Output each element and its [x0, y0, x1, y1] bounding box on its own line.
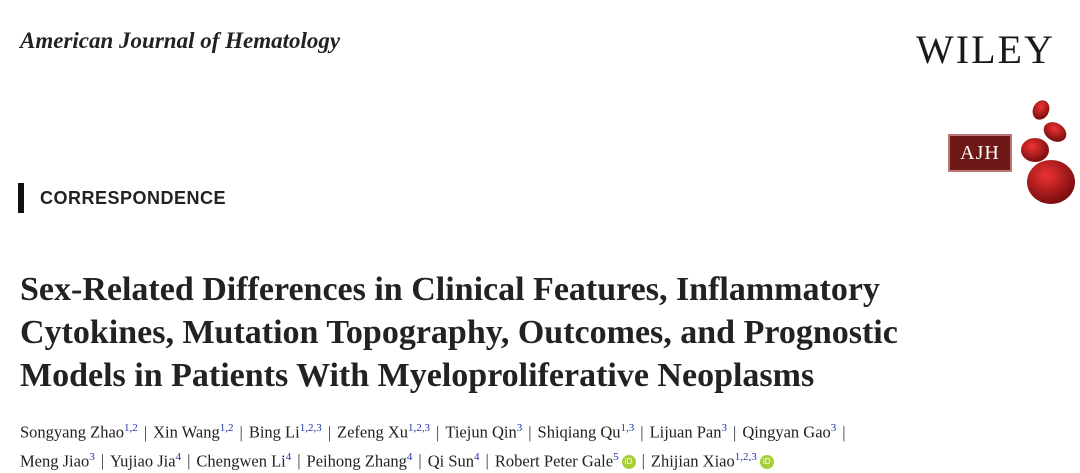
author-name[interactable]: Yujiao Jia — [110, 451, 176, 470]
article-title: Sex-Related Differences in Clinical Feat… — [20, 268, 1080, 397]
author-separator: | — [640, 422, 644, 442]
author-name[interactable]: Zhijian Xiao — [650, 451, 735, 470]
author-separator: | — [528, 422, 532, 442]
author-row: Songyang Zhao1,2 | Xin Wang1,2 | Bing Li1,2,… — [20, 416, 1080, 445]
author-separator: | — [239, 422, 243, 442]
section-label: CORRESPONDENCE — [18, 183, 226, 213]
title-line: Sex-Related Differences in Clinical Feat… — [20, 271, 880, 308]
author-separator: | — [436, 422, 440, 442]
author-name[interactable]: Peihong Zhang — [306, 451, 407, 470]
author-affiliation[interactable]: 4 — [175, 450, 182, 463]
title-line: Cytokines, Mutation Topography, Outcomes… — [20, 314, 898, 351]
orcid-icon[interactable]: iD — [759, 455, 774, 470]
author-affiliation[interactable]: 1,2 — [219, 422, 234, 434]
author-affiliation[interactable]: 3 — [89, 450, 95, 463]
author-separator: | — [297, 451, 301, 470]
author-name[interactable]: Shiqiang Qu — [537, 422, 621, 442]
author-affiliation[interactable]: 3 — [721, 422, 728, 434]
author-name[interactable]: Zefeng Xu — [337, 422, 409, 442]
author-list: Songyang Zhao1,2 | Xin Wang1,2 | Bing Li1,2,… — [20, 416, 1080, 473]
author-affiliation[interactable]: 5 — [613, 450, 619, 463]
author-name[interactable]: Chengwen Li — [196, 451, 286, 470]
author-separator: | — [733, 422, 737, 442]
author-name[interactable]: Bing Li — [248, 422, 300, 442]
author-name[interactable]: Qi Sun — [427, 451, 475, 470]
author-affiliation[interactable]: 3 — [516, 422, 523, 434]
author-affiliation[interactable]: 4 — [285, 450, 292, 463]
author-affiliation[interactable]: 4 — [474, 450, 480, 463]
title-line: Models in Patients With Myeloproliferati… — [20, 357, 815, 394]
journal-title: American Journal of Hematology — [20, 28, 341, 53]
publisher-logo: WILEY — [916, 27, 1055, 72]
author-separator: | — [842, 422, 846, 442]
author-affiliation[interactable]: 1,2 — [124, 422, 138, 434]
author-affiliation[interactable]: 3 — [830, 422, 837, 434]
author-separator: | — [187, 451, 191, 470]
author-separator: | — [143, 422, 148, 442]
author-affiliation[interactable]: 1,2,3 — [299, 422, 322, 434]
author-separator: | — [418, 451, 422, 470]
author-row: Meng Jiao3 | Yujiao Jia4 | Chengwen Li4 | Peih… — [20, 445, 1080, 473]
author-affiliation[interactable]: 1,2,3 — [734, 450, 757, 463]
author-affiliation[interactable]: 4 — [406, 450, 413, 463]
author-separator: | — [100, 451, 105, 470]
author-name[interactable]: Qingyan Gao — [742, 422, 831, 442]
author-separator: | — [327, 422, 332, 442]
author-name[interactable]: Meng Jiao — [20, 451, 90, 470]
author-name[interactable]: Songyang Zhao — [20, 422, 125, 442]
author-name[interactable]: Lijuan Pan — [649, 422, 722, 442]
author-affiliation[interactable]: 1,3 — [620, 422, 635, 434]
author-name[interactable]: Xin Wang — [153, 422, 220, 442]
journal-logo: AJH — [948, 134, 1012, 172]
author-name[interactable]: Robert Peter Gale — [494, 451, 614, 470]
author-separator: | — [485, 451, 489, 470]
blood-cells-icon — [1021, 100, 1075, 204]
author-separator: | — [641, 451, 645, 470]
author-name[interactable]: Tiejun Qin — [445, 422, 517, 442]
orcid-icon[interactable]: iD — [621, 455, 636, 470]
author-affiliation[interactable]: 1,2,3 — [408, 422, 431, 434]
